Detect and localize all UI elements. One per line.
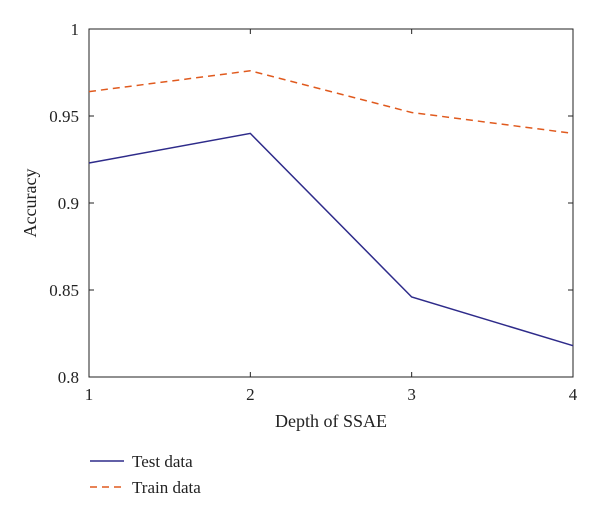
y-tick-label: 0.85 xyxy=(49,281,79,300)
y-tick-label: 0.9 xyxy=(58,194,79,213)
x-tick-label: 4 xyxy=(569,385,578,404)
plot-frame xyxy=(88,28,574,378)
series-line-test-data xyxy=(88,132,574,347)
legend-label-train-data: Train data xyxy=(132,478,201,497)
x-tick-label: 3 xyxy=(407,385,416,404)
y-tick-label: 0.8 xyxy=(58,368,79,387)
series-line-train-data xyxy=(88,70,574,135)
x-tick-label: 2 xyxy=(246,385,255,404)
legend: Test data Train data xyxy=(90,452,201,497)
x-axis-title: Depth of SSAE xyxy=(275,411,387,431)
y-tick-label: 1 xyxy=(71,20,80,39)
x-tick-label: 1 xyxy=(85,385,94,404)
y-tick-label: 0.95 xyxy=(49,107,79,126)
legend-label-test-data: Test data xyxy=(132,452,193,471)
y-axis-title: Accuracy xyxy=(20,169,40,238)
